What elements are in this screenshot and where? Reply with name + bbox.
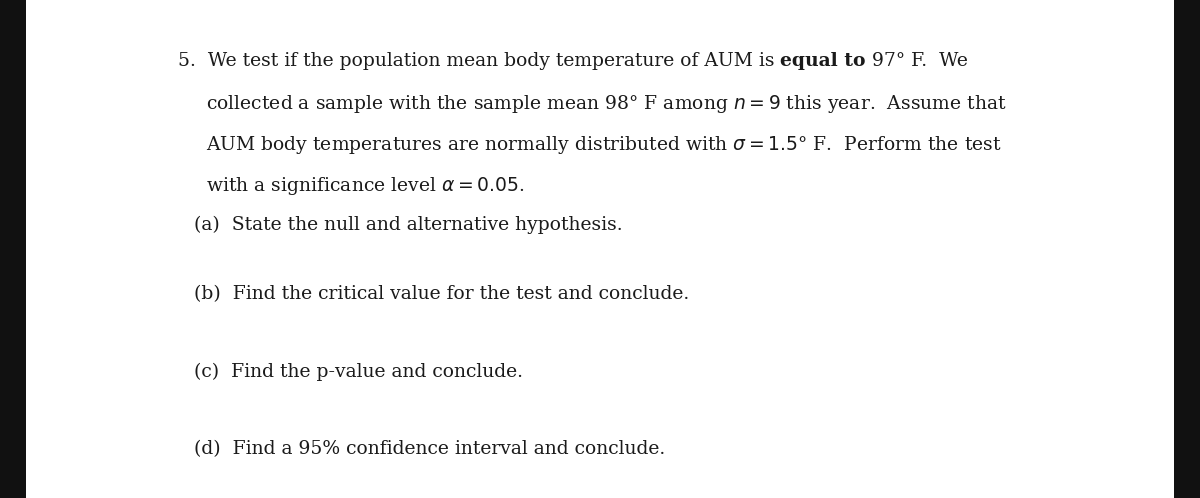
Text: (a)  State the null and alternative hypothesis.: (a) State the null and alternative hypot… bbox=[194, 216, 623, 234]
Text: with a significance level $\alpha = 0.05$.: with a significance level $\alpha = 0.05… bbox=[206, 175, 526, 197]
Text: 5.  We test if the population mean body temperature of AUM is: 5. We test if the population mean body t… bbox=[178, 52, 780, 70]
Text: collected a sample with the sample mean 98° F among $n = 9$ this year.  Assume t: collected a sample with the sample mean … bbox=[206, 93, 1007, 115]
Text: 97° F.  We: 97° F. We bbox=[865, 52, 967, 70]
Text: (c)  Find the p-value and conclude.: (c) Find the p-value and conclude. bbox=[194, 363, 523, 381]
Text: equal to: equal to bbox=[780, 52, 865, 70]
Text: (d)  Find a 95% confidence interval and conclude.: (d) Find a 95% confidence interval and c… bbox=[194, 440, 666, 458]
Text: AUM body temperatures are normally distributed with $\sigma = 1.5$° F.  Perform : AUM body temperatures are normally distr… bbox=[206, 134, 1002, 156]
Text: (b)  Find the critical value for the test and conclude.: (b) Find the critical value for the test… bbox=[194, 285, 690, 303]
